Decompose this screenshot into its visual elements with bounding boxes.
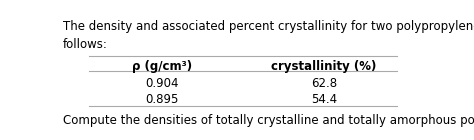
Text: 62.8: 62.8 (310, 77, 337, 90)
Text: The density and associated percent crystallinity for two polypropylene materials: The density and associated percent cryst… (63, 20, 474, 33)
Text: Compute the densities of totally crystalline and totally amorphous polypropylene: Compute the densities of totally crystal… (63, 114, 474, 127)
Text: ρ (g/cm³): ρ (g/cm³) (132, 60, 192, 73)
Text: follows:: follows: (63, 38, 108, 51)
Text: 0.904: 0.904 (146, 77, 179, 90)
Text: 54.4: 54.4 (310, 93, 337, 106)
Text: 0.895: 0.895 (146, 93, 179, 106)
Text: crystallinity (%): crystallinity (%) (271, 60, 376, 73)
